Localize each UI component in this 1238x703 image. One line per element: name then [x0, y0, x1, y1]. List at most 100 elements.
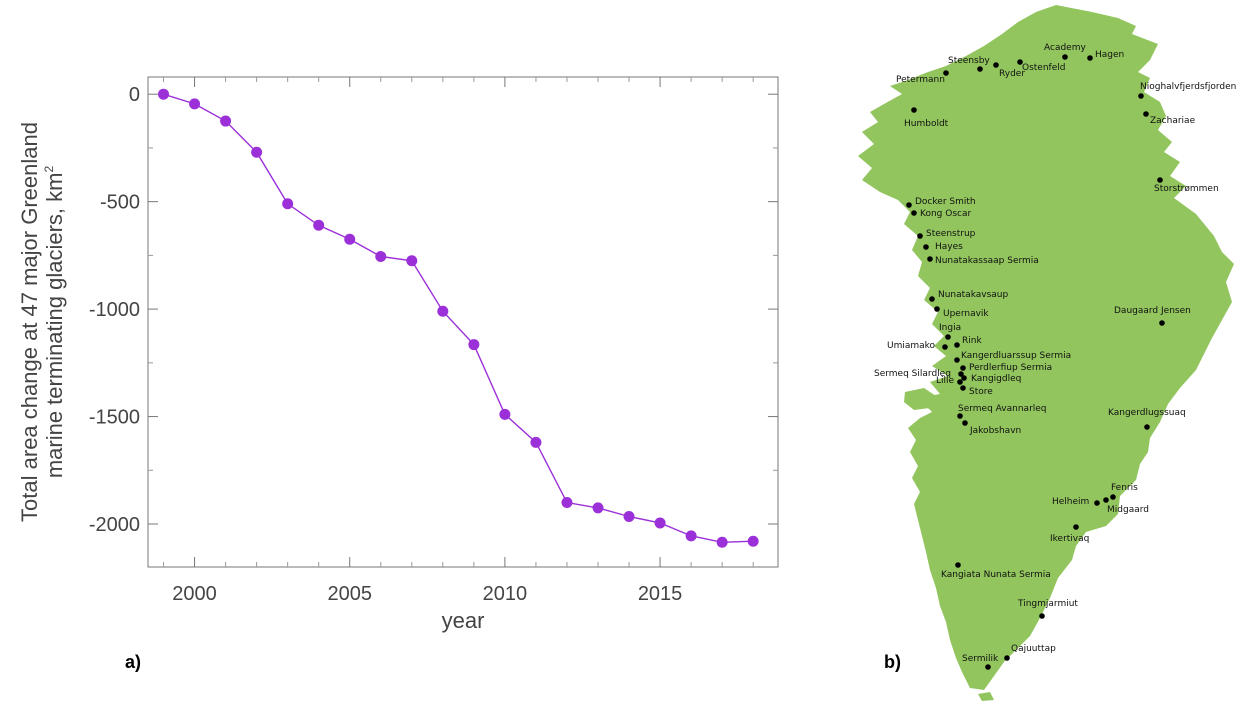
glacier-point — [958, 371, 964, 377]
glacier-label: Petermann — [896, 75, 945, 85]
data-point — [282, 198, 294, 210]
glacier-label: Ikertivaq — [1050, 534, 1089, 544]
data-point — [189, 98, 201, 110]
data-point — [747, 535, 759, 547]
data-point — [251, 146, 263, 158]
glacier-point — [942, 344, 948, 350]
y-tick-label: 0 — [129, 84, 140, 106]
glacier-point — [1087, 55, 1093, 61]
glacier-point — [993, 62, 999, 68]
x-tick-label: 2015 — [638, 583, 683, 605]
glacier-point — [923, 244, 929, 250]
glacier-point — [962, 420, 968, 426]
glacier-point — [957, 379, 963, 385]
glacier-label: Lille — [936, 376, 955, 386]
glacier-point — [1094, 500, 1100, 506]
glacier-label: Storstrømmen — [1154, 184, 1219, 194]
glacier-point — [977, 66, 983, 72]
glacier-label: Kong Oscar — [920, 209, 971, 219]
data-point — [530, 436, 542, 448]
glacier-point — [1039, 613, 1045, 619]
data-point — [437, 305, 449, 317]
glacier-point — [1004, 655, 1010, 661]
glacier-label: Kangigdleq — [971, 374, 1021, 384]
glacier-label: Academy — [1044, 43, 1086, 53]
glacier-point — [927, 256, 933, 262]
glacier-point — [961, 375, 967, 381]
glacier-point — [1073, 524, 1079, 530]
glacier-label: Hayes — [935, 242, 963, 252]
y-tick-label: -2000 — [89, 514, 140, 536]
glacier-label: Store — [969, 387, 993, 397]
glacier-label: Helheim — [1052, 497, 1089, 507]
data-point — [592, 502, 604, 514]
glacier-point — [1157, 177, 1163, 183]
data-points — [158, 88, 759, 548]
x-tick-label: 2000 — [172, 583, 217, 605]
glacier-label: Qajuuttap — [1011, 644, 1056, 654]
glacier-label: Sermeq Avannarleq — [958, 404, 1047, 414]
glacier-point — [960, 365, 966, 371]
data-point — [716, 536, 728, 548]
glacier-label: Zachariae — [1150, 116, 1196, 126]
glacier-point — [960, 385, 966, 391]
glacier-label: Kangiata Nunata Sermia — [941, 570, 1051, 580]
glacier-point — [1144, 424, 1150, 430]
glacier-label: Midgaard — [1107, 505, 1149, 515]
glacier-point — [1062, 54, 1068, 60]
glacier-label: Tingmjarmiut — [1017, 599, 1078, 609]
data-point — [406, 255, 418, 267]
glacier-label: Nioghalvfjerdsfjorden — [1140, 82, 1236, 92]
y-axis-title-line2-text: marine terminating glaciers, km — [42, 173, 67, 479]
glacier-point — [954, 357, 960, 363]
glacier-point — [1110, 494, 1116, 500]
data-point — [158, 88, 170, 100]
glacier-point — [954, 342, 960, 348]
glacier-label: Ostenfeld — [1022, 63, 1065, 73]
glacier-label: Rink — [962, 336, 982, 346]
glacier-label: Umiamako — [887, 341, 936, 351]
glacier-point — [985, 664, 991, 670]
x-tick-labels: 2000 2005 2010 2015 — [172, 583, 682, 605]
y-tick-label: -500 — [100, 192, 140, 214]
glacier-label: Jakobshavn — [969, 426, 1021, 436]
glacier-point — [957, 413, 963, 419]
glacier-point — [1017, 59, 1023, 65]
glacier-points — [906, 54, 1165, 670]
glacier-point — [929, 296, 935, 302]
y-axis-title-superscript: 2 — [42, 166, 56, 173]
glacier-point — [911, 210, 917, 216]
glacier-label: Steenstrup — [926, 229, 976, 239]
glacier-point — [934, 306, 940, 312]
panel-label-b: b) — [884, 652, 901, 672]
glacier-label: Sermeq Silardleq — [874, 369, 951, 379]
y-tick-label: -1500 — [89, 407, 140, 429]
plot-frame — [147, 76, 779, 568]
data-point — [561, 497, 573, 509]
glacier-point — [943, 70, 949, 76]
data-point — [220, 115, 232, 127]
data-point — [499, 408, 511, 420]
tick-marks — [148, 77, 778, 567]
southern-tip-island — [978, 692, 994, 701]
glacier-point — [1138, 93, 1144, 99]
x-tick-label: 2010 — [483, 583, 528, 605]
glacier-label: Ingia — [939, 323, 961, 333]
y-tick-labels: 0 -500 -1000 -1500 -2000 — [89, 84, 140, 536]
y-axis-title-line2: marine terminating glaciers, km2 — [42, 166, 67, 479]
data-point — [654, 517, 666, 529]
glacier-point — [911, 107, 917, 113]
glacier-point — [1103, 497, 1109, 503]
data-point — [468, 339, 480, 351]
y-tick-label: -1000 — [89, 299, 140, 321]
glacier-label: Nunatakassaap Sermia — [935, 256, 1039, 266]
glacier-label: Perdlerfiup Sermia — [969, 363, 1052, 373]
glacier-label: Daugaard Jensen — [1114, 306, 1191, 316]
glacier-label: Nunatakavsaup — [938, 290, 1009, 300]
x-tick-label: 2005 — [327, 583, 372, 605]
glacier-label: Kangerdlugssuaq — [1108, 408, 1186, 418]
glacier-point — [906, 202, 912, 208]
